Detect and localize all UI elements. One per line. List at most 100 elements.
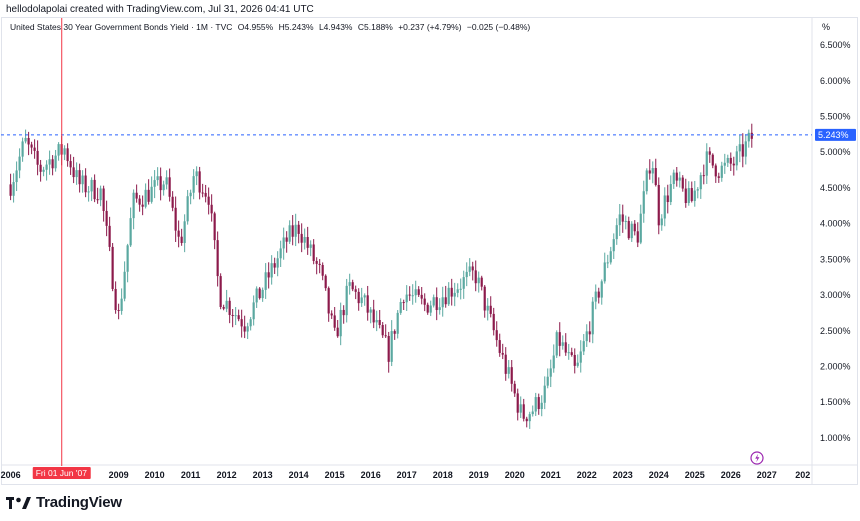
chart-frame: [1, 17, 858, 485]
x-tick-label: 2025: [685, 470, 705, 480]
candle-body: [336, 327, 339, 337]
candle-body: [645, 170, 648, 192]
time-axis[interactable]: 2006 2009 2010 2011 2012 2013 2014 2015 2016 2017…: [1, 470, 811, 480]
y-tick-label: 5.500%: [820, 112, 851, 122]
candle-body: [354, 289, 357, 292]
candle-body: [30, 144, 33, 148]
tradingview-brand[interactable]: TradingView: [6, 494, 122, 511]
candle-body: [351, 282, 354, 290]
candle-body: [285, 237, 288, 242]
candle-body: [411, 295, 414, 297]
candle-body: [81, 175, 84, 185]
candle-body: [15, 170, 18, 183]
candle-body: [279, 248, 282, 259]
candle-body: [207, 196, 210, 205]
candle-body: [186, 196, 189, 222]
x-tick-label: 2021: [541, 470, 561, 480]
crosshair-date-label: Fri 01 Jun '07: [36, 468, 88, 478]
last-price-label: 5.243%: [818, 130, 849, 140]
candle-body: [249, 319, 252, 327]
candle-body: [510, 367, 513, 384]
candle-body: [633, 223, 636, 232]
candle-body: [630, 223, 633, 239]
price-axis[interactable]: 6.500% 6.000% 5.500% 5.000% 4.500% 4.000% 3.50…: [820, 40, 851, 443]
candle-body: [717, 176, 720, 178]
candle-body: [699, 175, 702, 190]
candle-body: [291, 225, 294, 237]
candle-body: [348, 282, 351, 286]
x-tick-label: 2015: [325, 470, 345, 480]
candle-body: [555, 332, 558, 356]
x-tick-label: 2010: [145, 470, 165, 480]
candle-body: [516, 393, 519, 413]
candle-body: [495, 330, 498, 341]
candle-body: [156, 176, 159, 181]
x-tick-label: 2012: [217, 470, 237, 480]
candle-body: [18, 156, 21, 171]
candle-body: [201, 192, 204, 194]
candle-body: [513, 383, 516, 394]
candle-body: [618, 214, 621, 226]
candle-body: [639, 213, 642, 243]
candle-body: [309, 244, 312, 248]
tradingview-wordmark: TradingView: [36, 494, 122, 511]
candle-body: [363, 295, 366, 298]
candle-body: [738, 144, 741, 152]
candle-body: [63, 148, 66, 155]
candle-body: [129, 218, 132, 246]
candle-body: [192, 176, 195, 193]
candle-body: [468, 266, 471, 272]
y-tick-label: 4.500%: [820, 183, 851, 193]
candle-body: [405, 294, 408, 303]
candle-body: [426, 304, 429, 313]
candle-body: [396, 312, 399, 334]
candle-body: [339, 309, 342, 337]
candle-body: [342, 309, 345, 316]
candle-body: [546, 376, 549, 386]
x-tick-label: 2024: [649, 470, 669, 480]
candle-body: [522, 404, 525, 419]
candle-body: [657, 184, 660, 226]
candle-body: [600, 281, 603, 298]
candle-body: [195, 171, 198, 177]
candle-body: [360, 297, 363, 304]
candle-body: [144, 189, 147, 207]
candle-body: [276, 258, 279, 268]
x-tick-label: 2016: [361, 470, 381, 480]
candle-body: [387, 335, 390, 362]
candle-body: [105, 210, 108, 226]
candle-body: [126, 245, 129, 272]
candle-body: [297, 224, 300, 234]
candle-body: [558, 332, 561, 346]
candle-body: [438, 307, 441, 311]
candle-body: [384, 335, 387, 337]
candle-body: [528, 414, 531, 422]
candle-body: [159, 176, 162, 191]
candle-body: [447, 287, 450, 305]
candle-body: [90, 179, 93, 192]
candle-body: [312, 244, 315, 261]
last-price-badge: 5.243%: [815, 128, 856, 141]
candle-body: [147, 189, 150, 202]
candle-body: [12, 182, 15, 196]
candle-body: [270, 263, 273, 278]
candle-body: [168, 177, 171, 197]
candle-body: [333, 315, 336, 328]
lightning-icon[interactable]: [750, 451, 764, 465]
candle-body: [507, 367, 510, 374]
x-tick-label: 2022: [577, 470, 597, 480]
candle-body: [117, 310, 120, 312]
candle-body: [150, 186, 153, 202]
x-tick-label: 2013: [253, 470, 273, 480]
legend-high: H5.243%: [278, 22, 314, 32]
candle-body: [606, 262, 609, 264]
candle-body: [132, 192, 135, 219]
candle-body: [102, 188, 105, 211]
candle-body: [282, 237, 285, 249]
candle-body: [138, 198, 141, 205]
candle-body: [111, 246, 114, 289]
candle-body: [393, 331, 396, 334]
candle-body: [174, 207, 177, 231]
candle-body: [414, 289, 417, 296]
